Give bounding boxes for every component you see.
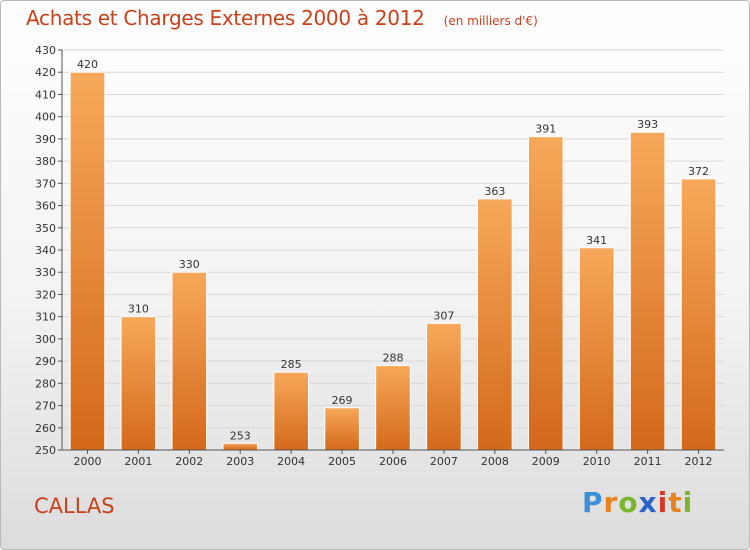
bar-2007 [426, 322, 462, 451]
x-tick-label: 2000 [73, 455, 101, 468]
bar-2008 [477, 198, 513, 451]
bar-2004 [273, 371, 309, 451]
data-label: 330 [179, 258, 200, 271]
y-tick-label: 300 [35, 333, 56, 346]
bar-2003 [222, 442, 259, 451]
y-tick-label: 260 [35, 422, 56, 435]
proxiti-logo: Proxiti [582, 486, 693, 519]
x-tick-label: 2001 [124, 455, 152, 468]
bar-2005 [324, 407, 360, 451]
x-tick-label: 2003 [226, 455, 254, 468]
logo-letter: o [618, 486, 639, 519]
y-tick-label: 320 [35, 288, 56, 301]
bar-2009 [527, 136, 564, 451]
data-label: 285 [281, 358, 302, 371]
x-axis-ticks: 2000 2001 2002 2003 2004 2005 2006 2007 2008 2009… [73, 450, 713, 468]
axes [61, 50, 724, 451]
logo-letter: r [603, 486, 619, 519]
y-tick-label: 310 [35, 311, 56, 324]
y-tick-label: 330 [35, 266, 56, 279]
data-label: 341 [586, 234, 607, 247]
x-tick-label: 2010 [583, 455, 611, 468]
logo-letter: t [668, 486, 683, 519]
x-tick-label: 2007 [430, 455, 458, 468]
chart-unit: (en milliers d'€) [443, 14, 538, 28]
data-label: 269 [332, 394, 353, 407]
x-tick-label: 2004 [277, 455, 305, 468]
y-tick-label: 420 [35, 66, 56, 79]
data-label: 310 [128, 303, 149, 316]
bars [69, 71, 717, 451]
y-tick-label: 400 [35, 111, 56, 124]
y-tick-label: 270 [35, 400, 56, 413]
x-tick-label: 2005 [328, 455, 356, 468]
bar-2011 [629, 131, 666, 451]
logo-letter: i [682, 486, 694, 519]
y-tick-label: 350 [35, 222, 56, 235]
data-label: 393 [637, 118, 658, 131]
chart-title: Achats et Charges Externes 2000 à 2012 [26, 6, 425, 30]
x-tick-label: 2011 [634, 455, 662, 468]
logo-letter: i [657, 486, 669, 519]
bar-2000 [69, 71, 106, 451]
bar-2010 [578, 247, 615, 451]
x-tick-label: 2002 [175, 455, 203, 468]
data-label: 253 [230, 429, 251, 442]
x-tick-label: 2006 [379, 455, 407, 468]
y-tick-label: 360 [35, 200, 56, 213]
x-tick-label: 2008 [481, 455, 509, 468]
x-tick-label: 2012 [685, 455, 713, 468]
commune-name: CALLAS [34, 494, 115, 518]
data-label: 420 [77, 58, 98, 71]
data-label: 363 [484, 185, 505, 198]
data-label: 307 [433, 309, 454, 322]
logo-letter: x [638, 486, 658, 519]
y-tick-label: 390 [35, 133, 56, 146]
y-tick-label: 340 [35, 244, 56, 257]
y-tick-label: 250 [35, 444, 56, 457]
y-tick-label: 370 [35, 177, 56, 190]
data-label: 372 [688, 165, 709, 178]
bar-2002 [171, 271, 208, 451]
y-tick-label: 290 [35, 355, 56, 368]
y-tick-label: 430 [35, 44, 56, 57]
y-tick-label: 280 [35, 377, 56, 390]
y-tick-label: 410 [35, 88, 56, 101]
x-tick-label: 2009 [532, 455, 560, 468]
chart-header: Achats et Charges Externes 2000 à 2012 (… [26, 6, 538, 30]
y-tick-label: 380 [35, 155, 56, 168]
bar-2012 [680, 178, 717, 451]
bar-2001 [120, 316, 157, 451]
data-labels: 420 310 330 253 285 269 288 307 363 391 341 393 372 [77, 58, 709, 442]
bar-2006 [375, 365, 411, 451]
y-axis-ticks: 250 260 270 280 290 300 310 320 330 340 350 360 370 3… [35, 44, 62, 457]
logo-letter: P [582, 486, 604, 519]
data-label: 288 [383, 352, 404, 365]
data-label: 391 [535, 123, 556, 136]
